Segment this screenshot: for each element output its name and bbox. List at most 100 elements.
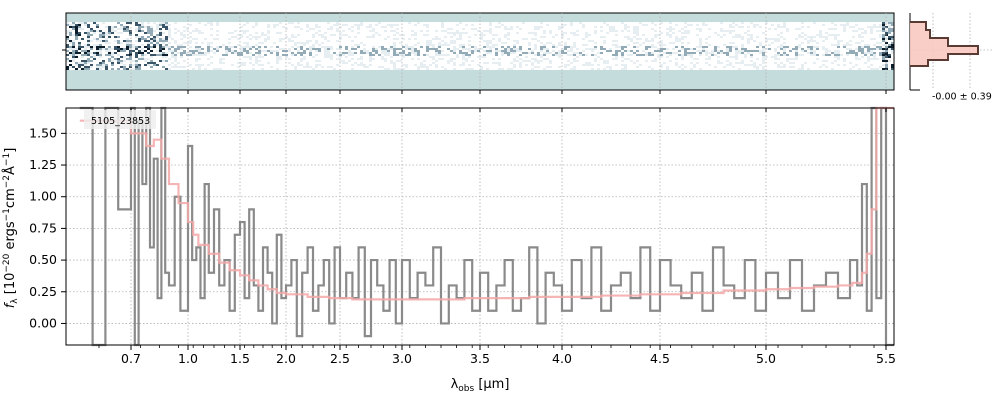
spectrum-2d-pixel — [132, 66, 135, 68]
spectrum-2d-pixel — [660, 42, 663, 44]
spectrum-2d-pixel — [93, 66, 96, 68]
spectrum-2d-pixel — [93, 68, 96, 70]
spectrum-2d-pixel — [489, 42, 492, 44]
spectrum-2d-pixel — [438, 28, 441, 30]
spectrum-2d-pixel — [396, 42, 399, 44]
spectrum-2d-pixel — [90, 50, 93, 52]
spectrum-2d-pixel — [231, 34, 234, 36]
spectrum-2d-pixel — [69, 32, 72, 34]
spectrum-2d-pixel — [462, 40, 465, 42]
spectrum-2d-pixel — [441, 26, 444, 28]
spectrum-2d-pixel — [411, 56, 414, 58]
spectrum-2d-pixel — [198, 46, 201, 48]
spectrum-2d-pixel — [363, 64, 366, 66]
spectrum-2d-pixel — [582, 46, 585, 48]
spectrum-2d-pixel — [630, 36, 633, 38]
spectrum-2d-pixel — [351, 24, 354, 26]
spectrum-2d-pixel — [495, 40, 498, 42]
spectrum-2d-pixel — [588, 34, 591, 36]
spectrum-2d-pixel — [420, 32, 423, 34]
spectrum-2d-pixel — [630, 68, 633, 70]
spectrum-2d-pixel — [90, 28, 93, 30]
spectrum-2d-pixel — [219, 64, 222, 66]
spectrum-2d-pixel — [336, 54, 339, 56]
spectrum-2d-pixel — [123, 24, 126, 26]
spectrum-2d-pixel — [642, 46, 645, 48]
spectrum-2d-pixel — [363, 60, 366, 62]
spectrum-2d-pixel — [378, 46, 381, 48]
spectrum-2d-pixel — [498, 48, 501, 50]
spectrum-2d-pixel — [78, 66, 81, 68]
spectrum-2d-pixel — [141, 30, 144, 32]
spectrum-2d-pixel — [75, 56, 78, 58]
spectrum-2d-pixel — [264, 48, 267, 50]
spectrum-2d-pixel — [315, 38, 318, 40]
spectrum-2d-pixel — [285, 52, 288, 54]
spectrum-2d-pixel — [135, 48, 138, 50]
spectrum-2d-pixel — [651, 62, 654, 64]
spectrum-2d-pixel — [129, 44, 132, 46]
spectrum-2d-pixel — [492, 30, 495, 32]
spectrum-2d-pixel — [261, 28, 264, 30]
spectrum-2d-pixel — [537, 58, 540, 60]
spectrum-2d-pixel — [477, 28, 480, 30]
spectrum-2d-pixel — [225, 22, 228, 24]
spectrum-2d-pixel — [591, 40, 594, 42]
spectrum-2d-pixel — [276, 22, 279, 24]
spectrum-2d-pixel — [318, 38, 321, 40]
spectrum-2d-pixel — [186, 62, 189, 64]
spectrum-2d-pixel — [414, 32, 417, 34]
spectrum-2d-pixel — [492, 32, 495, 34]
spectrum-2d-pixel — [192, 48, 195, 50]
spectrum-2d-pixel — [198, 66, 201, 68]
spectrum-2d-pixel — [456, 28, 459, 30]
spectrum-2d-pixel — [687, 62, 690, 64]
spectrum-2d-pixel — [408, 38, 411, 40]
spectrum-2d-pixel — [657, 54, 660, 56]
spectrum-2d-pixel — [468, 54, 471, 56]
spectrum-2d-pixel — [396, 24, 399, 26]
spectrum-2d-pixel — [642, 58, 645, 60]
spectrum-2d-pixel — [432, 30, 435, 32]
spectrum-2d-pixel — [279, 58, 282, 60]
spectrum-2d-pixel — [543, 68, 546, 70]
spectrum-2d-pixel — [684, 30, 687, 32]
spectrum-2d-pixel — [630, 64, 633, 66]
spectrum-2d-pixel — [291, 40, 294, 42]
spectrum-2d-pixel — [258, 28, 261, 30]
spectrum-2d-pixel — [516, 40, 519, 42]
spectrum-2d-pixel — [69, 42, 72, 44]
spectrum-2d-pixel — [288, 62, 291, 64]
spectrum-2d-pixel — [198, 40, 201, 42]
spectrum-2d-pixel — [537, 54, 540, 56]
spectrum-2d-pixel — [519, 58, 522, 60]
spectrum-2d-pixel — [675, 44, 678, 46]
spectrum-2d-pixel — [618, 42, 621, 44]
spectrum-2d-pixel — [618, 60, 621, 62]
spectrum-2d-pixel — [495, 64, 498, 66]
spectrum-2d-pixel — [564, 34, 567, 36]
spectrum-2d-pixel — [603, 28, 606, 30]
spectrum-2d-pixel — [219, 22, 222, 24]
spectrum-2d-pixel — [678, 50, 681, 52]
spectrum-2d-pixel — [519, 46, 522, 48]
spectrum-2d-pixel — [663, 32, 666, 34]
spectrum-2d-pixel — [300, 26, 303, 28]
spectrum-2d-pixel — [522, 28, 525, 30]
spectrum-2d-pixel — [375, 30, 378, 32]
spectrum-2d-pixel — [423, 26, 426, 28]
spectrum-2d-pixel — [138, 26, 141, 28]
spectrum-2d-pixel — [270, 52, 273, 54]
spectrum-2d-pixel — [366, 26, 369, 28]
spectrum-2d-pixel — [228, 26, 231, 28]
spectrum-2d-pixel — [576, 34, 579, 36]
spectrum-2d-pixel — [276, 68, 279, 70]
spectrum-2d-pixel — [447, 46, 450, 48]
spectrum-2d-pixel — [216, 58, 219, 60]
spectrum-2d-pixel — [186, 68, 189, 70]
spectrum-2d-pixel — [372, 54, 375, 56]
spectrum-2d-pixel — [270, 50, 273, 52]
spectrum-2d-pixel — [555, 58, 558, 60]
spectrum-2d-pixel — [117, 44, 120, 46]
spectrum-2d-pixel — [267, 36, 270, 38]
